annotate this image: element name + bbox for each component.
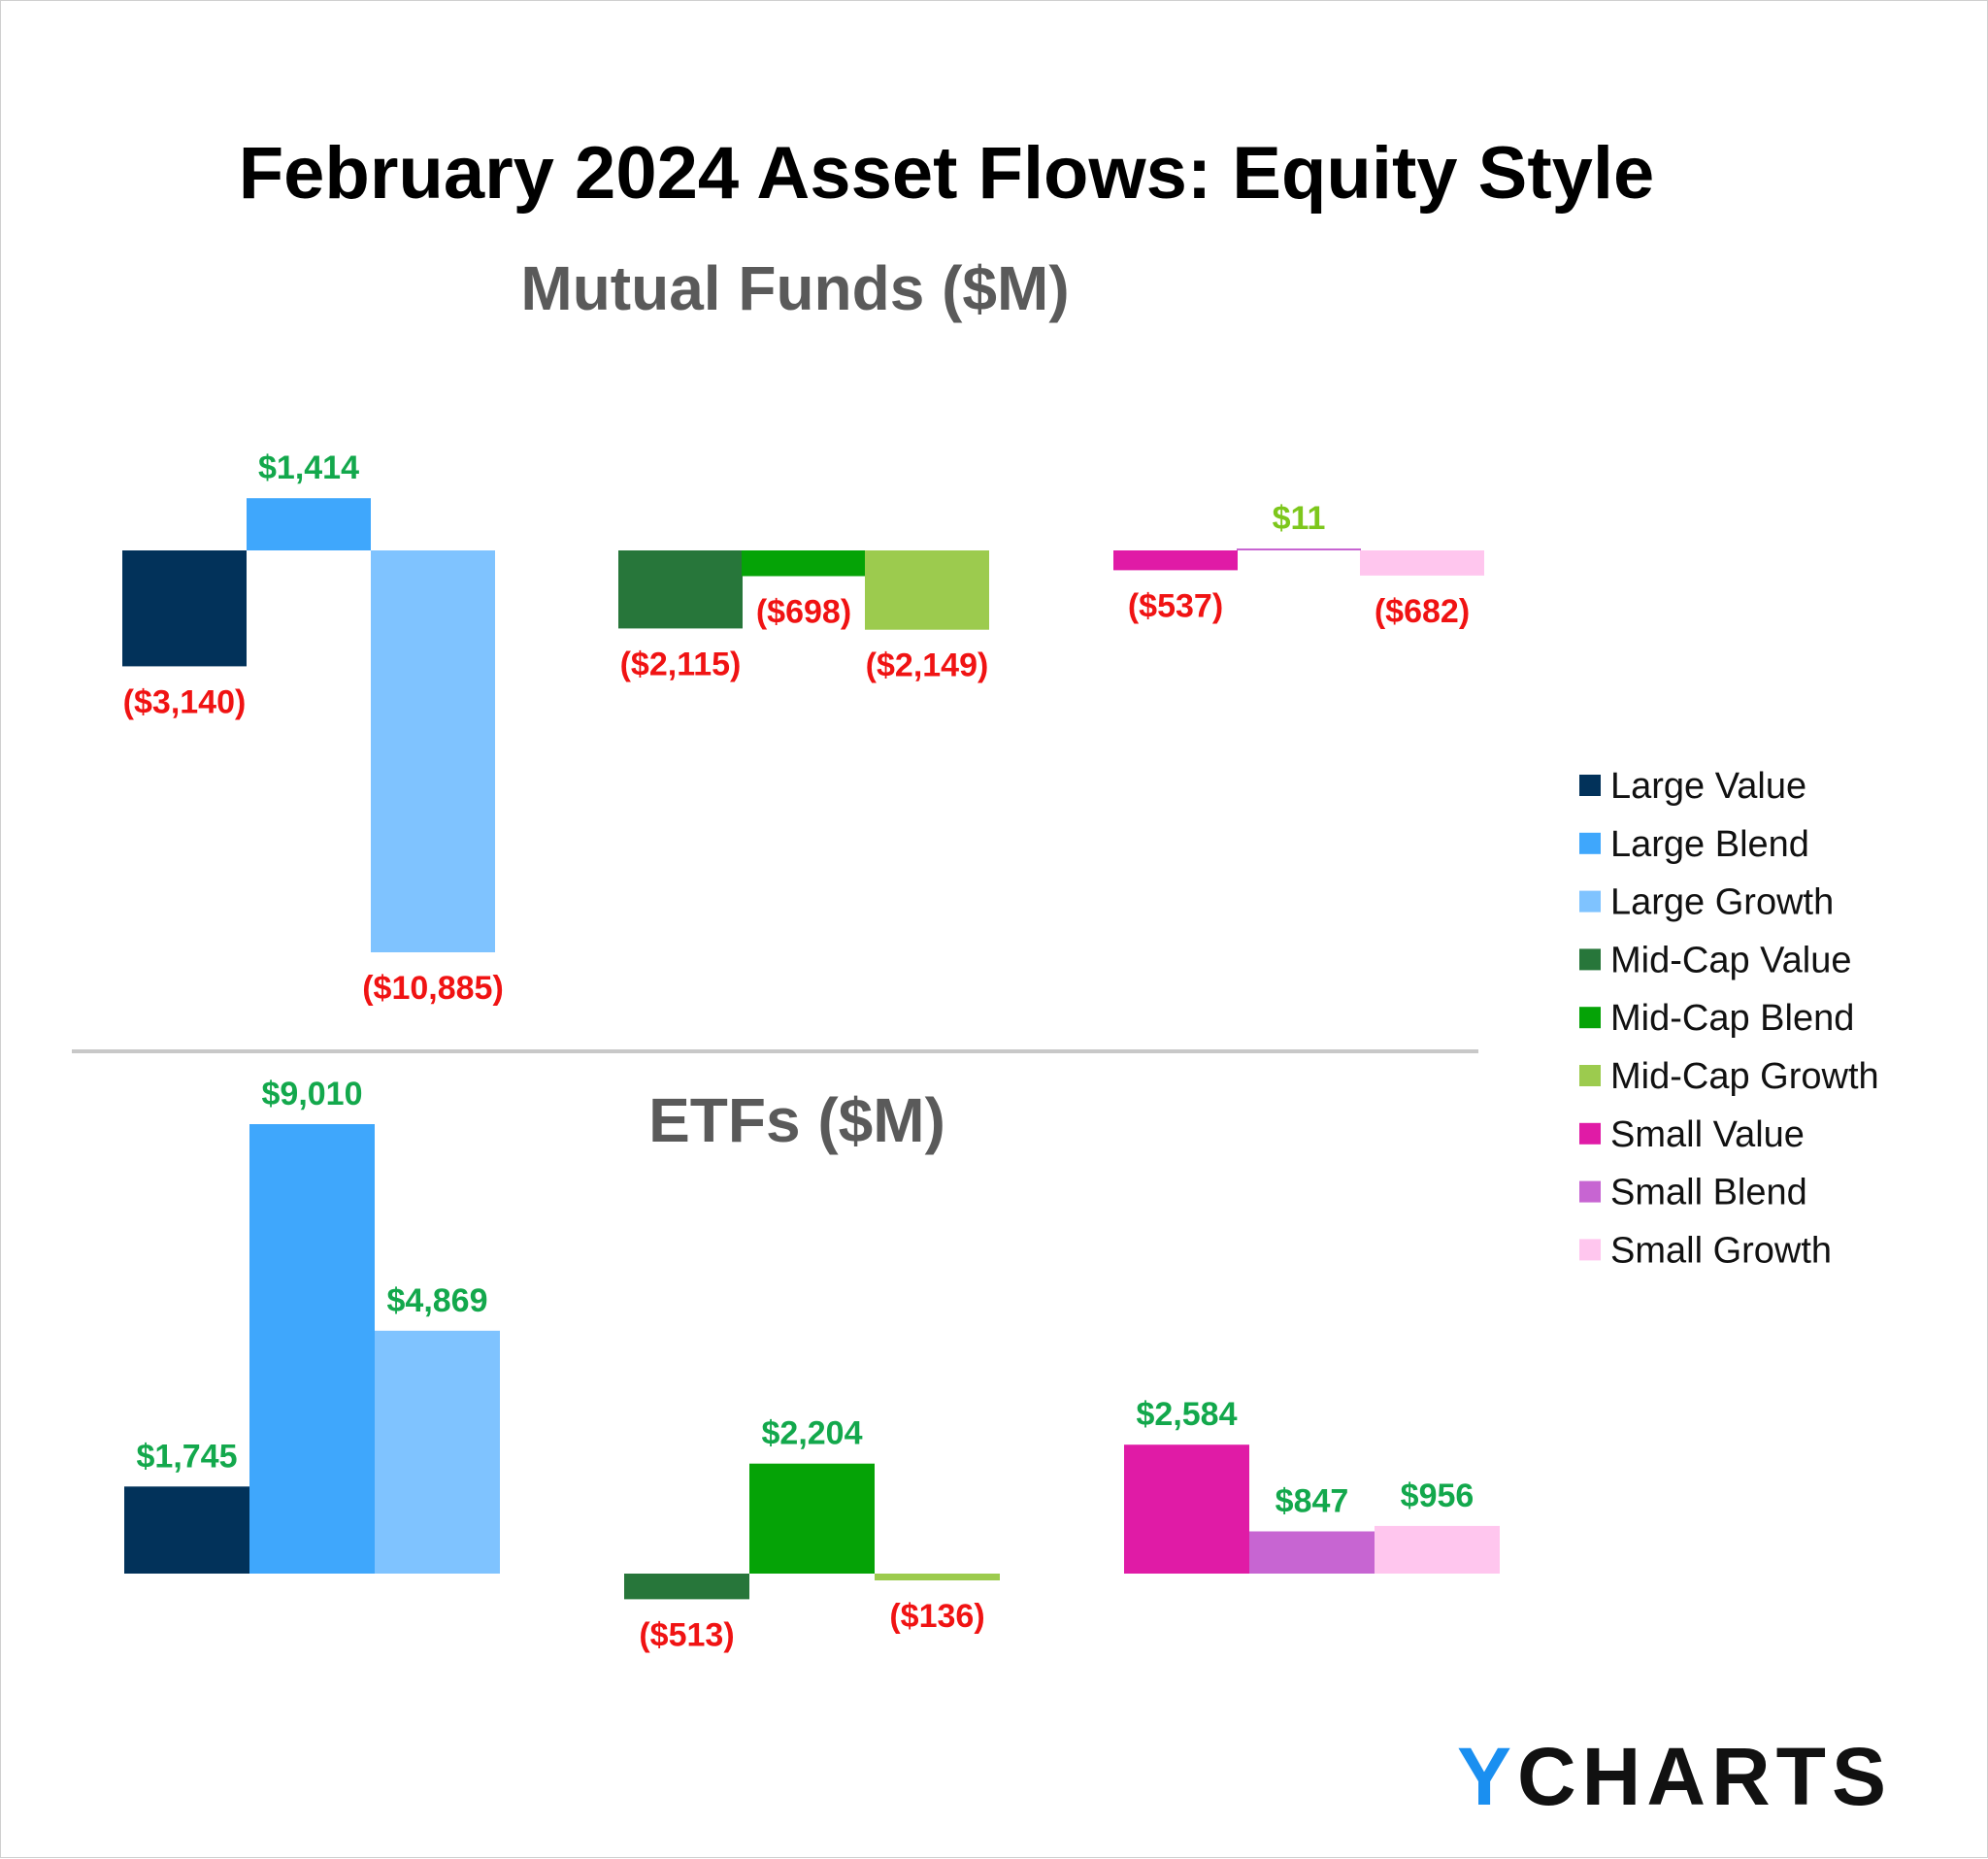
mf-bar-large-value bbox=[122, 550, 247, 667]
legend-label-small-value: Small Value bbox=[1610, 1114, 1805, 1155]
logo-charts-text: CHARTS bbox=[1517, 1731, 1892, 1822]
legend-swatch-large-blend bbox=[1579, 832, 1601, 854]
chart-title: February 2024 Asset Flows: Equity Style bbox=[239, 132, 1655, 215]
legend-label-small-growth: Small Growth bbox=[1610, 1230, 1832, 1271]
etf-label-large-blend: $9,010 bbox=[262, 1076, 363, 1112]
etf-label-mid-cap-value: ($513) bbox=[639, 1616, 734, 1653]
etf-label-small-value: $2,584 bbox=[1137, 1396, 1238, 1433]
mf-label-small-growth: ($682) bbox=[1375, 593, 1470, 630]
mf-label-large-value: ($3,140) bbox=[123, 683, 247, 720]
legend-swatch-small-growth bbox=[1579, 1239, 1601, 1261]
mf-label-mid-cap-growth: ($2,149) bbox=[866, 647, 989, 684]
mf-label-small-value: ($537) bbox=[1128, 587, 1223, 624]
mf-bar-mid-cap-value bbox=[618, 550, 743, 629]
etf-bar-large-value bbox=[124, 1486, 249, 1574]
etf-label-mid-cap-blend: $2,204 bbox=[762, 1415, 863, 1452]
legend-swatch-mid-cap-blend bbox=[1579, 1007, 1601, 1029]
etf-label-large-value: $1,745 bbox=[137, 1438, 238, 1475]
legend-label-large-growth: Large Growth bbox=[1610, 882, 1834, 923]
legend-swatch-small-blend bbox=[1579, 1180, 1601, 1203]
legend-swatch-small-value bbox=[1579, 1122, 1601, 1145]
mf-label-mid-cap-value: ($2,115) bbox=[620, 646, 742, 682]
mf-bar-large-blend bbox=[247, 498, 371, 550]
mf-label-mid-cap-blend: ($698) bbox=[756, 594, 851, 631]
mf-label-large-growth: ($10,885) bbox=[362, 970, 504, 1007]
legend-label-mid-cap-blend: Mid-Cap Blend bbox=[1610, 998, 1854, 1039]
legend-label-large-value: Large Value bbox=[1610, 766, 1806, 807]
mf-bar-large-growth bbox=[371, 550, 495, 952]
mf-bar-mid-cap-growth bbox=[865, 550, 989, 630]
mf-bar-mid-cap-blend bbox=[742, 550, 866, 577]
etfs-subtitle: ETFs ($M) bbox=[648, 1085, 945, 1155]
etf-label-small-blend: $847 bbox=[1276, 1483, 1349, 1520]
mf-bar-small-growth bbox=[1360, 550, 1484, 576]
etf-bar-small-blend bbox=[1249, 1531, 1375, 1574]
mf-label-large-blend: $1,414 bbox=[258, 449, 359, 486]
legend: Large Value Large Blend Large Growth Mid-Ca… bbox=[1579, 766, 1879, 1271]
etf-label-small-growth: $956 bbox=[1401, 1477, 1474, 1514]
etf-bar-small-growth bbox=[1375, 1525, 1500, 1574]
etf-label-large-growth: $4,869 bbox=[387, 1282, 488, 1319]
etf-label-mid-cap-growth: ($136) bbox=[889, 1598, 984, 1635]
etf-bar-large-growth bbox=[375, 1330, 500, 1574]
svg-text:YCHARTS: YCHARTS bbox=[1457, 1731, 1892, 1822]
etf-bar-mid-cap-blend bbox=[749, 1463, 875, 1574]
legend-label-mid-cap-value: Mid-Cap Value bbox=[1610, 940, 1852, 980]
etf-bar-large-blend bbox=[249, 1124, 375, 1574]
etf-bar-mid-cap-growth bbox=[875, 1574, 1000, 1580]
mf-label-small-blend: $11 bbox=[1273, 500, 1326, 537]
mf-bar-small-blend bbox=[1237, 548, 1361, 550]
etf-bar-small-value bbox=[1124, 1444, 1249, 1574]
legend-label-small-blend: Small Blend bbox=[1610, 1173, 1807, 1213]
legend-swatch-mid-cap-growth bbox=[1579, 1065, 1601, 1086]
legend-swatch-mid-cap-value bbox=[1579, 948, 1601, 971]
etf-bar-mid-cap-value bbox=[624, 1574, 749, 1600]
mf-bar-small-value bbox=[1113, 550, 1238, 571]
logo-y-letter: Y bbox=[1457, 1731, 1517, 1822]
bars-layer: ($3,140) $1,414 ($10,885) ($2,115) ($698) ($2… bbox=[122, 449, 1500, 1653]
mutual-funds-subtitle: Mutual Funds ($M) bbox=[520, 253, 1069, 323]
legend-swatch-large-value bbox=[1579, 775, 1601, 796]
ycharts-logo: YCHARTS bbox=[1457, 1731, 1892, 1822]
legend-label-large-blend: Large Blend bbox=[1610, 824, 1809, 865]
legend-label-mid-cap-growth: Mid-Cap Growth bbox=[1610, 1056, 1879, 1097]
legend-swatch-large-growth bbox=[1579, 890, 1601, 913]
